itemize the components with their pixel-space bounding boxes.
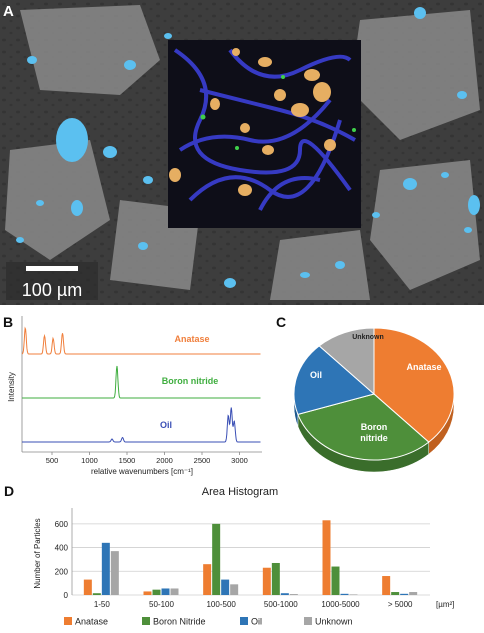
blue-particles [16, 7, 480, 288]
histogram-bar [280, 593, 289, 595]
legend-swatch [64, 617, 72, 625]
spectrum-line [22, 407, 261, 443]
histogram-bar [262, 567, 271, 595]
x-tick-label: 1000 [81, 456, 98, 465]
pie-slice-label: Boron nitride [360, 422, 388, 443]
legend-swatch [304, 617, 312, 625]
histogram-bar [221, 579, 230, 595]
x-tick-label: 500-1000 [264, 600, 298, 609]
y-axis-label: Number of Particles [33, 518, 42, 588]
histogram-bar [203, 564, 212, 595]
histogram-bar [110, 551, 119, 595]
x-tick-label: 2000 [156, 456, 173, 465]
histogram-bar [230, 584, 239, 595]
pie-slice-label: Oil [310, 370, 322, 380]
x-tick-label: 2500 [194, 456, 211, 465]
histogram-bar [400, 593, 409, 595]
panel-letter-b: B [3, 314, 13, 330]
histogram-bar [83, 579, 92, 595]
raman-spectra-chart: B 500 1000 1500 2000 2500 3000 relative wavenu… [3, 314, 262, 476]
histogram-bar [101, 542, 110, 595]
raman-map-region [168, 40, 361, 228]
panel-letter-a: A [3, 3, 14, 20]
histogram-bar [331, 566, 340, 595]
x-axis-label: relative wavenumbers [cm⁻¹] [91, 467, 193, 476]
spectrum-line [21, 326, 261, 355]
x-tick-label: 500 [46, 456, 59, 465]
y-tick-label: 400 [55, 544, 69, 553]
scale-bar: 100 µm [6, 262, 98, 300]
legend-label: Anatase [75, 617, 108, 627]
pie-slice-label: Unknown [352, 334, 384, 341]
legend-label: Boron Nitride [153, 617, 206, 627]
x-axis-unit: [µm²] [436, 600, 454, 609]
panel-letter-c: C [276, 314, 286, 330]
histogram-bar [212, 523, 221, 595]
microscopy-image: 100 µm A [0, 0, 484, 305]
histogram-bar [340, 593, 349, 595]
legend-swatch [142, 617, 150, 625]
histogram-bar [271, 562, 280, 595]
legend-swatch [240, 617, 248, 625]
histogram-bar [170, 588, 179, 595]
histogram-bar [391, 592, 400, 595]
y-tick-label: 600 [55, 520, 69, 529]
pie-slice [373, 327, 455, 443]
histogram-bar [92, 593, 101, 595]
y-axis-label: Intensity [7, 372, 16, 402]
histogram-bar [349, 594, 358, 595]
x-tick-label: 1000-5000 [321, 600, 360, 609]
y-tick-label: 200 [55, 567, 69, 576]
legend-label: Unknown [315, 617, 353, 627]
pie-slice [297, 393, 430, 461]
particle-composition-pie-chart: C Anatase Boron nitride Oil Unknown [276, 314, 455, 473]
x-tick-label: 50-100 [149, 600, 174, 609]
histogram-bar [289, 594, 298, 595]
x-tick-label: 3000 [231, 456, 248, 465]
histogram-bar [409, 592, 418, 595]
pie-slice-label: Anatase [406, 362, 441, 372]
spectrum-label: Oil [160, 420, 172, 430]
histogram-bar [322, 520, 331, 595]
spectrum-label: Boron nitride [162, 376, 219, 386]
pie-slice [293, 345, 376, 415]
y-tick-label: 0 [64, 591, 69, 600]
pie-slice [318, 327, 375, 396]
x-tick-label: 100-500 [206, 600, 236, 609]
spectrum-label: Anatase [174, 334, 209, 344]
x-tick-label: 1500 [119, 456, 136, 465]
histogram-bar [161, 588, 170, 595]
area-histogram-chart: D Area Histogram 0 200 400 600 Number of Part… [4, 483, 454, 627]
histogram-bar [152, 589, 161, 595]
histogram-bar [382, 576, 391, 595]
scale-bar-label: 100 µm [22, 280, 82, 300]
histogram-bar [143, 591, 152, 595]
legend-label: Oil [251, 617, 262, 627]
chart-title: Area Histogram [202, 486, 278, 498]
x-tick-label: > 5000 [388, 600, 413, 609]
panel-letter-d: D [4, 483, 14, 499]
x-tick-label: 1-50 [94, 600, 111, 609]
spectrum-line [22, 365, 261, 399]
